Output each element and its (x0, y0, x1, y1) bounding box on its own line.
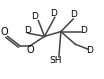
Text: D: D (86, 46, 93, 55)
Text: D: D (50, 9, 57, 18)
Text: D: D (24, 26, 31, 35)
Text: D: D (31, 12, 38, 21)
Text: O: O (1, 27, 8, 37)
Text: SH: SH (49, 56, 61, 65)
Text: D: D (80, 26, 87, 35)
Text: D: D (70, 10, 77, 19)
Text: O: O (27, 45, 34, 55)
